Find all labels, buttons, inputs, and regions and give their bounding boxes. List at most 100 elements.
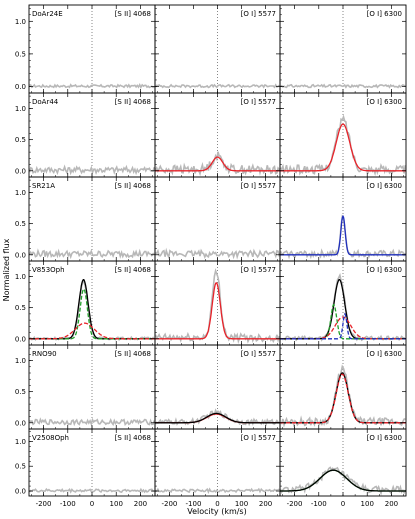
x-tick-label: 0	[90, 500, 94, 508]
y-tick-label: 0.5	[15, 220, 26, 228]
observed-spectrum	[155, 83, 280, 89]
fit-curve-red	[280, 373, 406, 424]
fit-curve-red	[29, 322, 155, 340]
line-label: [S II] 4068	[115, 182, 151, 190]
x-tick-label: -200	[36, 500, 52, 508]
y-tick-label: 1.0	[15, 189, 26, 197]
observed-spectrum	[280, 83, 406, 89]
line-label: [O I] 6300	[367, 350, 402, 358]
panel: [O I] 6300	[279, 92, 407, 178]
y-tick-label: 0.0	[15, 335, 26, 343]
fit-curve-red	[155, 156, 280, 172]
panel-frame	[279, 4, 407, 94]
panel: [S II] 4068 SR21A	[28, 176, 156, 262]
star-name-label: V2508Oph	[32, 434, 69, 442]
x-tick-label: 0	[341, 500, 345, 508]
y-tick-label: 0.5	[15, 463, 26, 471]
line-label: [S II] 4068	[115, 10, 151, 18]
x-tick-label: 200	[385, 500, 398, 508]
panel: [O I] 6300	[279, 428, 407, 497]
line-label: [S II] 4068	[115, 266, 151, 274]
panel: [O I] 6300	[279, 344, 407, 430]
star-name-label: SR21A	[32, 182, 55, 190]
y-tick-label: 1.0	[15, 357, 26, 365]
fit-curve-red	[155, 413, 280, 424]
y-tick-label: 1.0	[15, 273, 26, 281]
x-tick-label: 200	[259, 500, 272, 508]
y-tick-label: 0.0	[15, 488, 26, 496]
x-tick-label: 0	[215, 500, 219, 508]
y-tick-label: 1.0	[15, 105, 26, 113]
observed-spectrum	[280, 466, 406, 496]
panel: [O I] 6300	[279, 4, 407, 94]
fit-curve-red	[155, 282, 280, 340]
y-tick-label: 0.5	[15, 136, 26, 144]
y-tick-label: 0.5	[15, 388, 26, 396]
observed-spectrum	[29, 83, 155, 90]
panel: [O I] 5577	[154, 4, 281, 94]
observed-spectrum	[155, 487, 280, 495]
panel-frame	[28, 4, 156, 94]
fit-curve-blue	[280, 214, 406, 256]
y-tick-label: 1.0	[15, 18, 26, 26]
line-label: [O I] 5577	[241, 434, 276, 442]
y-axis-label: Normalized flux	[2, 238, 11, 301]
line-label: [O I] 5577	[241, 182, 276, 190]
observed-spectrum	[280, 364, 406, 428]
fit-curve-red	[280, 123, 406, 172]
line-label: [S II] 4068	[115, 434, 151, 442]
line-label: [O I] 6300	[367, 10, 402, 18]
fit-curve-black	[280, 469, 406, 492]
fit-curve-blue	[280, 312, 406, 340]
line-label: [O I] 5577	[241, 350, 276, 358]
panel: [O I] 5577	[154, 260, 281, 346]
line-label: [S II] 4068	[115, 350, 151, 358]
panel: [O I] 5577	[154, 428, 281, 497]
line-label: [O I] 5577	[241, 98, 276, 106]
x-tick-label: -100	[60, 500, 76, 508]
star-name-label: DoAr44	[32, 98, 59, 106]
panel: [O I] 6300	[279, 260, 407, 346]
panel-frame	[154, 4, 281, 94]
observed-spectrum	[29, 164, 155, 176]
panel: [O I] 5577	[154, 344, 281, 430]
observed-spectrum	[29, 248, 155, 260]
observed-spectrum	[29, 417, 155, 427]
y-tick-label: 0.0	[15, 419, 26, 427]
x-tick-label: -200	[161, 500, 177, 508]
observed-spectrum	[29, 279, 155, 342]
y-tick-label: 0.0	[15, 167, 26, 175]
star-name-label: V853Oph	[32, 266, 65, 274]
panel: [S II] 4068 DoAr24E	[28, 4, 156, 94]
line-label: [O I] 5577	[241, 10, 276, 18]
line-label: [O I] 6300	[367, 434, 402, 442]
star-name-label: RNO90	[32, 350, 57, 358]
x-tick-label: 100	[361, 500, 374, 508]
fit-curve-black	[155, 412, 280, 424]
panel: [O I] 5577	[154, 176, 281, 262]
x-tick-label: 100	[110, 500, 123, 508]
panel: [S II] 4068 V2508Oph	[28, 428, 156, 497]
x-axis-label: Velocity (km/s)	[187, 507, 246, 516]
observed-spectrum	[29, 487, 155, 494]
y-tick-label: 0.5	[15, 50, 26, 58]
star-name-label: DoAr24E	[32, 10, 63, 18]
line-label: [O I] 6300	[367, 266, 402, 274]
x-tick-label: -100	[311, 500, 327, 508]
y-tick-label: 0.0	[15, 251, 26, 259]
observed-spectrum	[155, 247, 280, 260]
x-tick-label: -100	[186, 500, 202, 508]
x-tick-label: 100	[235, 500, 248, 508]
panel: [S II] 4068 RNO90	[28, 344, 156, 430]
panel: [S II] 4068 DoAr44	[28, 92, 156, 178]
y-tick-label: 1.0	[15, 438, 26, 446]
line-label: [S II] 4068	[115, 98, 151, 106]
x-tick-label: 200	[134, 500, 147, 508]
line-label: [O I] 6300	[367, 98, 402, 106]
panel: [O I] 5577	[154, 92, 281, 178]
fit-curve-black	[280, 372, 406, 424]
line-label: [O I] 5577	[241, 266, 276, 274]
x-tick-label: -200	[287, 500, 303, 508]
line-label: [O I] 6300	[367, 182, 402, 190]
